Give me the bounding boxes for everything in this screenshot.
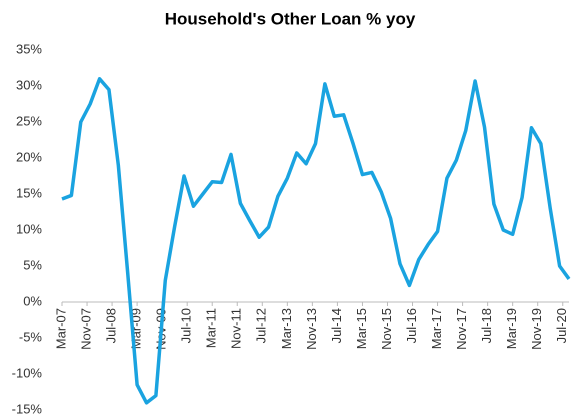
y-tick-label: 15% [16, 185, 42, 200]
x-tick-label: Jul-18 [479, 308, 494, 343]
y-tick-label: -15% [12, 401, 43, 416]
x-tick-label: Jul-20 [554, 308, 569, 343]
x-tick-label: Mar-11 [204, 308, 219, 348]
x-tick-label: Mar-19 [504, 308, 519, 349]
x-tick-label: Nov-13 [304, 308, 319, 350]
x-tick-label: Mar-13 [279, 308, 294, 349]
y-tick-label: -5% [19, 329, 43, 344]
x-tick-label: Nov-07 [78, 308, 93, 350]
x-tick-label: Nov-19 [529, 308, 544, 350]
x-tick-label: Jul-12 [254, 308, 269, 343]
y-tick-label: 20% [16, 149, 42, 164]
x-tick-label: Mar-15 [354, 308, 369, 349]
x-tick-label: Jul-10 [179, 308, 194, 343]
y-tick-label: -10% [12, 365, 43, 380]
x-tick-label: Mar-07 [53, 308, 68, 349]
x-tick-label: Mar-17 [429, 308, 444, 349]
y-tick-label: 0% [23, 293, 42, 308]
x-tick-label: Nov-17 [454, 308, 469, 350]
x-tick-label: Jul-14 [329, 308, 344, 343]
x-tick-label: Nov-11 [229, 308, 244, 349]
x-tick-label: Jul-08 [104, 308, 119, 343]
y-tick-label: 25% [16, 113, 42, 128]
y-tick-label: 5% [23, 257, 42, 272]
y-tick-label: 10% [16, 221, 42, 236]
line [61, 77, 571, 405]
y-tick-label: 30% [16, 77, 42, 92]
chart-title: Household's Other Loan % yoy [165, 9, 416, 28]
x-tick-label: Nov-15 [379, 308, 394, 350]
y-tick-label: 35% [16, 41, 42, 56]
x-tick-label: Jul-16 [404, 308, 419, 343]
